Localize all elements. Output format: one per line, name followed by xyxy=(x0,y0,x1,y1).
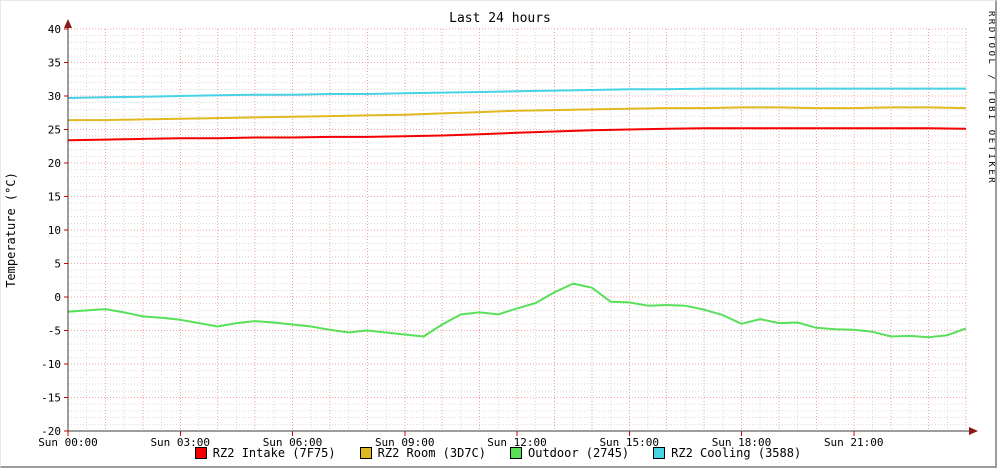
y-axis-title: Temperature (°C) xyxy=(4,172,18,288)
x-tick-label: Sun 06:00 xyxy=(263,436,323,449)
y-tick-label: 40 xyxy=(48,23,61,36)
y-tick-label: 35 xyxy=(48,57,61,70)
series-line-1 xyxy=(68,106,967,122)
legend-item-rz2-room: RZ2 Room (3D7C) xyxy=(359,446,486,460)
chart-title: Last 24 hours xyxy=(449,11,551,26)
legend-label-rz2-cooling: RZ2 Cooling (3588) xyxy=(671,446,802,460)
x-tick-label: Sun 00:00 xyxy=(38,436,98,449)
axis-labels: -20 -15 -10 -5 0 5 10 15 20 25 30 35 40 Sun 00:00 Sun … xyxy=(38,23,883,449)
x-tick-label: Sun 12:00 xyxy=(487,436,547,449)
x-tick-label: Sun 18:00 xyxy=(712,436,772,449)
y-axis-arrow xyxy=(64,19,72,28)
x-tick-label: Sun 21:00 xyxy=(824,436,884,449)
legend-item-rz2-cooling: RZ2 Cooling (3588) xyxy=(653,446,801,460)
x-tick-label: Sun 15:00 xyxy=(599,436,659,449)
y-tick-label: -10 xyxy=(41,358,61,371)
legend-swatch-rz2-room xyxy=(359,447,372,459)
data-series-lines xyxy=(67,87,967,339)
legend-swatch-rz2-intake xyxy=(194,447,207,459)
series-line-2 xyxy=(67,282,967,339)
x-tick-label: Sun 03:00 xyxy=(150,436,210,449)
series-line-0 xyxy=(67,127,967,142)
y-tick-label: -20 xyxy=(41,425,61,438)
y-tick-label: 25 xyxy=(48,124,61,137)
x-axis-arrow xyxy=(969,427,978,435)
rrdtool-watermark: RRDTOOL / TOBI OETIKER xyxy=(986,11,996,185)
axes xyxy=(64,19,978,435)
legend-label-outdoor: Outdoor (2745) xyxy=(528,446,630,460)
legend-item-outdoor: Outdoor (2745) xyxy=(510,446,629,460)
chart-legend: RZ2 Intake (7F75) RZ2 Room (3D7C) Outdoo… xyxy=(1,446,995,460)
legend-label-rz2-intake: RZ2 Intake (7F75) xyxy=(212,446,336,460)
y-tick-label: 30 xyxy=(48,90,61,103)
legend-label-rz2-room: RZ2 Room (3D7C) xyxy=(377,446,486,460)
series-line-3 xyxy=(67,87,966,99)
legend-swatch-outdoor xyxy=(510,447,522,459)
y-tick-label: 15 xyxy=(48,191,61,204)
axis-ticks xyxy=(64,28,855,436)
x-tick-label: Sun 09:00 xyxy=(375,436,435,449)
y-tick-label: 0 xyxy=(54,291,61,304)
y-tick-label: 10 xyxy=(48,224,61,237)
y-tick-label: 20 xyxy=(48,157,61,170)
y-tick-label: 5 xyxy=(54,258,61,271)
y-tick-label: -5 xyxy=(48,325,61,338)
legend-swatch-rz2-cooling xyxy=(653,447,666,459)
y-tick-label: -15 xyxy=(41,392,61,405)
legend-item-rz2-intake: RZ2 Intake (7F75) xyxy=(194,446,336,460)
